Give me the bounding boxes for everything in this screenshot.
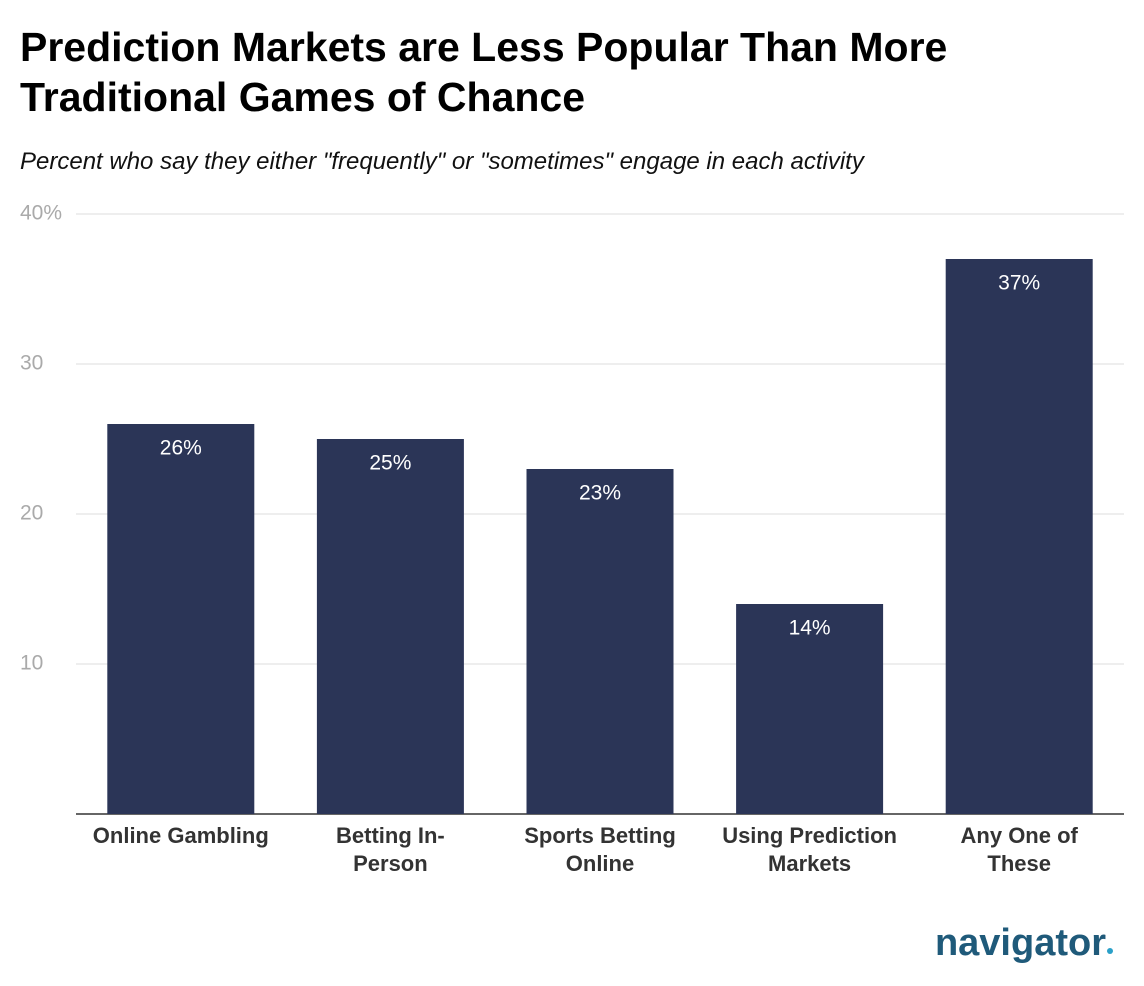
value-label: 25% <box>369 452 411 475</box>
x-tick-label: Online Gambling <box>92 823 269 848</box>
bar <box>107 424 255 814</box>
logo-dot <box>1107 948 1113 954</box>
bar <box>736 604 884 814</box>
bar <box>945 259 1093 814</box>
y-tick-label: 40% <box>20 202 62 225</box>
x-tick-label: Any One of These <box>960 823 1078 876</box>
chart-subtitle: Percent who say they either "frequently"… <box>20 148 864 175</box>
value-label: 23% <box>579 482 621 505</box>
y-tick-label: 20 <box>20 502 43 525</box>
bar <box>526 469 674 814</box>
x-tick-label: Using Prediction Markets <box>722 823 897 876</box>
logo-text: navigator <box>934 922 1106 964</box>
y-tick-label: 30 <box>20 352 43 375</box>
x-tick-label: Sports Betting Online <box>524 823 676 876</box>
y-tick-label: 10 <box>20 652 43 675</box>
chart-title: Prediction Markets are Less Popular Than… <box>20 24 948 120</box>
value-label: 37% <box>998 272 1040 295</box>
value-label: 14% <box>789 617 831 640</box>
bar <box>316 439 464 814</box>
value-label: 26% <box>160 437 202 460</box>
x-tick-label: Betting In- Person <box>336 823 445 876</box>
logo: navigator <box>935 922 1114 965</box>
